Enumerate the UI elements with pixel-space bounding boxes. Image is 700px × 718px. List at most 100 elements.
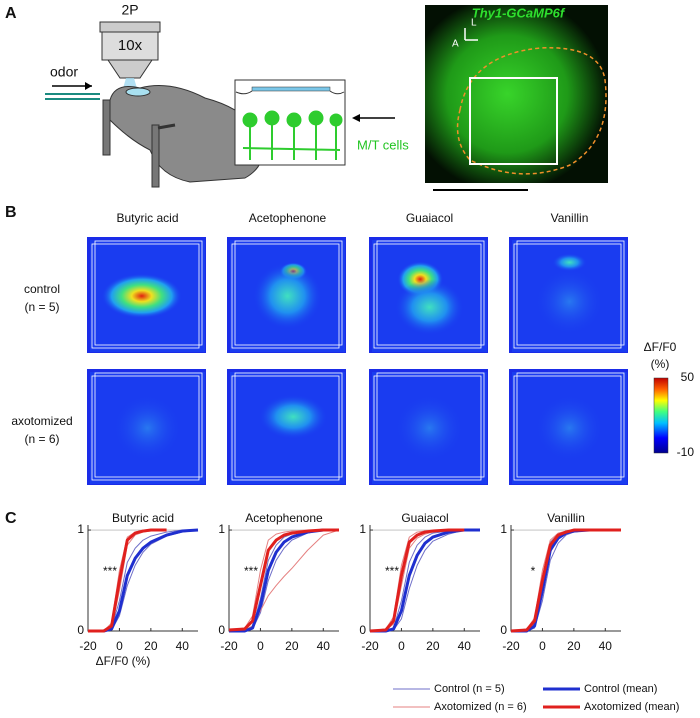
cdf-line bbox=[510, 529, 621, 632]
colorbar-tick: -10 bbox=[677, 445, 695, 459]
y-tick-label: 0 bbox=[77, 623, 84, 637]
frame bbox=[234, 240, 343, 346]
plot-title: Guaiacol bbox=[401, 511, 448, 525]
frame bbox=[231, 243, 340, 349]
cdf-line bbox=[511, 529, 621, 632]
compass-label: L bbox=[471, 18, 477, 29]
row-label: axotomized bbox=[11, 414, 72, 428]
panel-label: B bbox=[5, 204, 17, 221]
frame bbox=[94, 240, 203, 346]
stimulus-label: odor bbox=[50, 64, 78, 80]
cdf-line bbox=[88, 528, 199, 633]
significance: *** bbox=[385, 564, 399, 578]
column-title: Butyric acid bbox=[116, 211, 178, 225]
activity bbox=[552, 253, 587, 272]
cdf-line bbox=[510, 529, 621, 632]
x-tick-label: -20 bbox=[79, 639, 97, 653]
panel-label: A bbox=[5, 5, 17, 22]
x-tick-label: 20 bbox=[567, 639, 581, 653]
x-tick-label: 0 bbox=[398, 639, 405, 653]
column-title: Vanillin bbox=[551, 211, 589, 225]
activity bbox=[535, 394, 604, 462]
row-label: (n = 5) bbox=[24, 300, 59, 314]
cdf-line bbox=[88, 529, 198, 632]
activity bbox=[395, 279, 464, 336]
cdf-plots: Butyric acid -20 0 20 40 0 1 *** ΔF/F0 (%) Acetop… bbox=[77, 511, 621, 668]
frame bbox=[91, 243, 200, 349]
cdf-line bbox=[88, 528, 167, 633]
colorbar-unit: (%) bbox=[651, 357, 670, 371]
row-label: control bbox=[24, 282, 60, 296]
x-tick-label: 20 bbox=[144, 639, 158, 653]
cdf-plot: Butyric acid -20 0 20 40 0 1 *** ΔF/F0 (%) bbox=[77, 511, 199, 668]
x-tick-label: 0 bbox=[116, 639, 123, 653]
significance: *** bbox=[103, 564, 117, 578]
frame bbox=[376, 372, 485, 478]
legend-label: Control (n = 5) bbox=[434, 683, 505, 695]
cdf-line bbox=[369, 528, 465, 633]
column-title: Guaiacol bbox=[406, 211, 453, 225]
activity bbox=[395, 394, 464, 462]
activity bbox=[258, 394, 328, 440]
mouse bbox=[45, 82, 264, 188]
colorbar-label: ΔF/F0 bbox=[644, 340, 677, 354]
frame bbox=[513, 375, 622, 481]
y-tick-label: 0 bbox=[359, 623, 366, 637]
x-tick-label: 40 bbox=[599, 639, 613, 653]
frame bbox=[376, 240, 485, 346]
x-tick-label: 20 bbox=[285, 639, 299, 653]
activity bbox=[101, 273, 182, 319]
cdf-line bbox=[229, 529, 339, 632]
plot-title: Butyric acid bbox=[112, 511, 174, 525]
plot-title: Acetophenone bbox=[245, 511, 323, 525]
row-label: (n = 6) bbox=[24, 432, 59, 446]
y-tick-label: 1 bbox=[218, 522, 225, 536]
cdf-line bbox=[511, 528, 621, 633]
cdf-line bbox=[229, 528, 339, 633]
frame bbox=[516, 240, 625, 346]
x-tick-label: 40 bbox=[458, 639, 472, 653]
axis bbox=[510, 525, 621, 632]
frame bbox=[516, 372, 625, 478]
cdf-line bbox=[511, 529, 621, 632]
significance: * bbox=[531, 564, 536, 578]
objective-label: 10x bbox=[118, 37, 143, 54]
cells-label: M/T cells bbox=[357, 137, 409, 152]
plot-title: Vanillin bbox=[547, 511, 585, 525]
image-title: Thy1-GCaMP6f bbox=[472, 5, 566, 20]
y-tick-label: 1 bbox=[500, 522, 507, 536]
inset-diagram bbox=[234, 79, 395, 166]
frame bbox=[373, 375, 482, 481]
cdf-line bbox=[370, 528, 480, 633]
heatmap-grid bbox=[87, 237, 628, 485]
frame bbox=[91, 375, 200, 481]
significance: *** bbox=[244, 564, 258, 578]
x-tick-label: 40 bbox=[176, 639, 190, 653]
legend-label: Control (mean) bbox=[584, 683, 657, 695]
colorbar-tick: 50 bbox=[681, 370, 695, 384]
x-axis-label: ΔF/F0 (%) bbox=[96, 654, 151, 668]
x-tick-label: -20 bbox=[502, 639, 520, 653]
cdf-line bbox=[228, 528, 339, 632]
cdf-line bbox=[228, 529, 340, 632]
y-tick-label: 0 bbox=[500, 623, 507, 637]
x-tick-label: 0 bbox=[257, 639, 264, 653]
colorbar bbox=[653, 377, 669, 454]
activity bbox=[253, 262, 322, 330]
frame bbox=[373, 243, 482, 349]
cdf-plot: Vanillin -20 0 20 40 0 1 * bbox=[500, 511, 621, 653]
x-tick-label: -20 bbox=[220, 639, 238, 653]
microscope-label: 2P bbox=[121, 2, 138, 18]
frame bbox=[231, 375, 340, 481]
column-title: Acetophenone bbox=[249, 211, 327, 225]
x-tick-label: 0 bbox=[539, 639, 546, 653]
microscope bbox=[99, 21, 161, 92]
y-tick-label: 1 bbox=[77, 522, 84, 536]
cdf-line bbox=[228, 529, 339, 631]
y-tick-label: 1 bbox=[359, 522, 366, 536]
cdf-line bbox=[229, 529, 339, 632]
compass-label: A bbox=[452, 39, 459, 50]
frame bbox=[513, 243, 622, 349]
legend-label: Axotomized (mean) bbox=[584, 701, 679, 713]
